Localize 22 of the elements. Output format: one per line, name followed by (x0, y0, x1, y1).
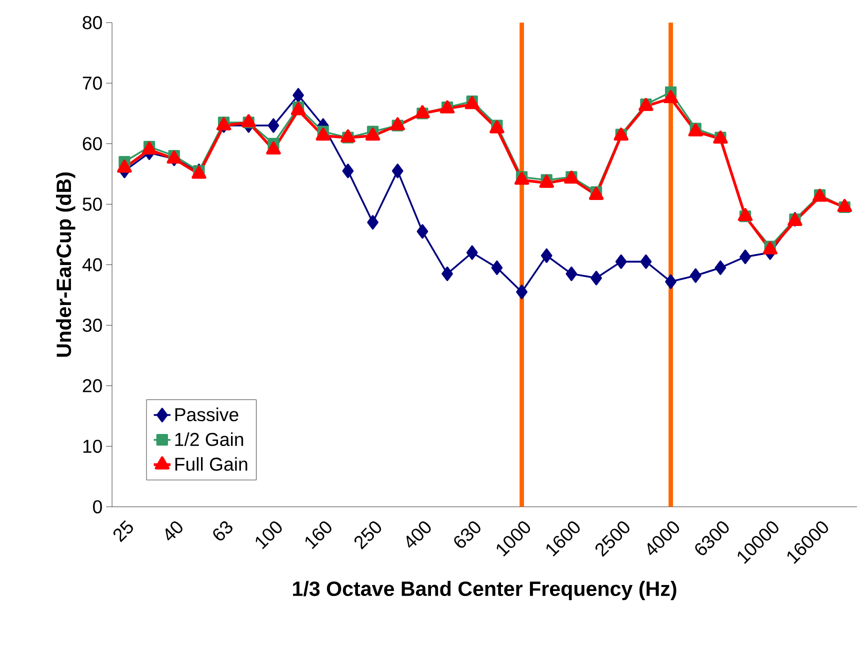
y-tick-label: 60 (82, 137, 102, 150)
x-tick-label: 25 (113, 520, 133, 542)
y-tick-label: 80 (82, 16, 102, 30)
x-tick-label: 400 (406, 521, 431, 548)
x-tick-label: 630 (454, 521, 480, 548)
y-tick-label: 30 (82, 318, 102, 332)
y-tick-label: 50 (82, 198, 102, 211)
x-tick-label: 63 (213, 521, 232, 540)
x-tick-label: 40 (165, 521, 182, 540)
x-tick-label: 250 (354, 521, 382, 550)
y-tick-label: 10 (83, 440, 102, 453)
y-tick-label: 20 (82, 379, 102, 392)
legend-label: Full Gain (175, 457, 248, 471)
x-tick-label: 100 (256, 521, 282, 550)
x-tick-label: 160 (305, 521, 332, 550)
legend-label: Passive (175, 407, 238, 422)
y-axis-title: Under-EarCup (dB) (56, 172, 76, 357)
y-tick-label: 0 (93, 500, 102, 514)
x-axis-title: 1/3 Octave Band Center Frequency (Hz) (293, 580, 676, 600)
legend-label: 1/2 Gain (175, 432, 244, 446)
y-tick-label: 70 (82, 76, 102, 90)
y-tick-label: 40 (82, 258, 102, 272)
